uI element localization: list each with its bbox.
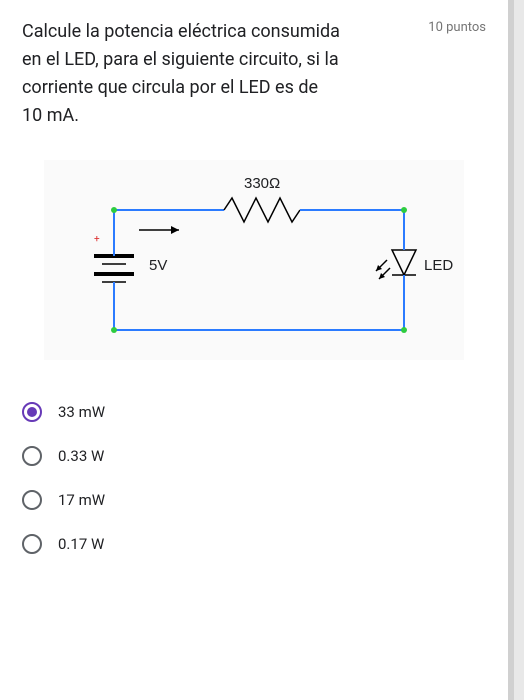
led-label: LED <box>424 257 453 274</box>
option-label: 0.17 W <box>58 535 104 553</box>
option-0[interactable]: 33 mW <box>22 390 486 434</box>
voltage-label: 5V <box>149 257 167 274</box>
radio-icon <box>22 534 42 554</box>
option-label: 33 mW <box>58 403 105 421</box>
option-2[interactable]: 17 mW <box>22 478 486 522</box>
question-card: Calcule la potencia eléctrica consumida … <box>0 0 514 700</box>
header-row: Calcule la potencia eléctrica consumida … <box>22 18 486 130</box>
option-label: 0.33 W <box>58 447 104 465</box>
question-points: 10 puntos <box>428 20 486 35</box>
radio-icon <box>22 446 42 466</box>
option-1[interactable]: 0.33 W <box>22 434 486 478</box>
options-list: 33 mW 0.33 W 17 mW 0.17 W <box>22 390 486 566</box>
question-text: Calcule la potencia eléctrica consumida … <box>22 18 342 130</box>
resistor-label: 330Ω <box>244 175 280 192</box>
option-3[interactable]: 0.17 W <box>22 522 486 566</box>
radio-icon <box>22 402 42 422</box>
radio-icon <box>22 490 42 510</box>
circuit-diagram: + 330Ω 5V LED <box>44 160 464 360</box>
option-label: 17 mW <box>58 491 105 509</box>
svg-text:+: + <box>94 234 100 245</box>
